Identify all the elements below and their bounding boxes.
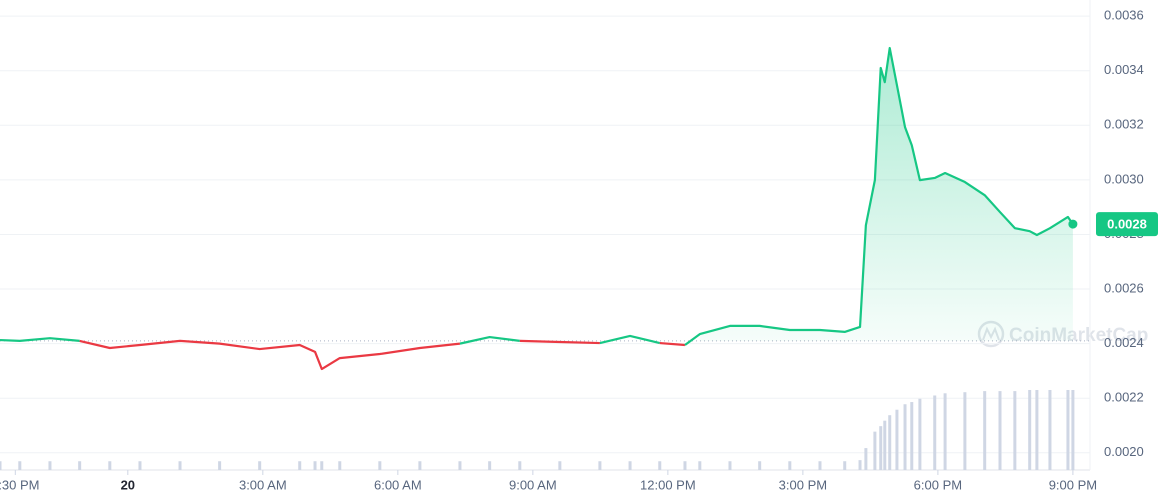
volume-bar xyxy=(963,392,967,470)
x-tick-label: 3:00 PM xyxy=(779,477,827,492)
x-tick-label: 9:30 PM xyxy=(0,477,40,492)
volume-bar xyxy=(1066,390,1070,470)
volume-bar xyxy=(858,460,862,470)
volume-bar xyxy=(108,461,112,470)
volume-bar xyxy=(628,461,632,470)
volume-bar xyxy=(864,448,868,470)
price-label: 0.0028 xyxy=(1107,217,1147,232)
volume-bar xyxy=(843,461,847,470)
volume-bar xyxy=(918,398,922,470)
y-tick-label: 0.0020 xyxy=(1104,444,1144,459)
volume-bar xyxy=(818,461,822,470)
price-line xyxy=(0,337,80,342)
volume-bar xyxy=(1035,390,1039,470)
price-line xyxy=(599,334,661,345)
price-line xyxy=(79,339,461,371)
volume-bar xyxy=(458,461,462,470)
volume-bar xyxy=(998,391,1002,470)
price-line xyxy=(659,341,686,347)
price-line xyxy=(684,46,1074,346)
volume-bar xyxy=(320,461,324,470)
volume-bar xyxy=(598,461,602,470)
price-area xyxy=(699,48,1073,341)
volume-bar xyxy=(378,461,382,470)
volume-bar xyxy=(728,461,732,470)
volume-bar xyxy=(0,461,2,470)
volume-bar xyxy=(18,461,22,470)
y-tick-label: 0.0034 xyxy=(1104,62,1144,77)
volume-bar xyxy=(658,461,662,470)
price-label-box xyxy=(1096,212,1158,237)
volume-bar xyxy=(1028,390,1032,470)
y-tick-label: 0.0032 xyxy=(1104,117,1144,132)
volume-bar xyxy=(879,426,883,470)
volume-bar xyxy=(910,402,914,470)
volume-bar xyxy=(788,461,792,470)
volume-bar xyxy=(138,461,142,470)
volume-bar xyxy=(883,420,887,470)
volume-bar xyxy=(1071,390,1075,470)
y-tick-label: 0.0022 xyxy=(1104,390,1144,405)
y-tick-label: 0.0024 xyxy=(1104,335,1144,350)
x-tick-label: 3:00 AM xyxy=(239,477,287,492)
x-tick-label: 6:00 AM xyxy=(374,477,422,492)
price-line xyxy=(519,339,600,345)
volume-bar xyxy=(1048,390,1052,470)
volume-bar xyxy=(518,461,522,470)
volume-bar xyxy=(888,415,892,470)
volume-bar xyxy=(78,461,82,470)
volume-bar xyxy=(758,461,762,470)
volume-bar xyxy=(338,461,342,470)
volume-bar xyxy=(698,461,702,470)
x-tick-label: 9:00 PM xyxy=(1049,477,1097,492)
volume-bar xyxy=(558,461,562,470)
volume-bar xyxy=(903,404,907,470)
volume-bar xyxy=(1013,391,1017,470)
volume-bar xyxy=(313,461,317,470)
volume-bar xyxy=(48,461,52,470)
y-tick-label: 0.0026 xyxy=(1104,280,1144,295)
y-tick-label: 0.0036 xyxy=(1104,8,1144,23)
volume-bar xyxy=(218,461,222,470)
volume-bar xyxy=(933,395,937,470)
volume-bar xyxy=(873,431,877,470)
volume-bar xyxy=(683,461,687,470)
volume-bar xyxy=(178,461,182,470)
volume-bar xyxy=(983,391,987,470)
price-line xyxy=(459,335,520,345)
volume-bar xyxy=(895,409,899,470)
last-point xyxy=(1068,219,1078,229)
x-tick-label: 20 xyxy=(121,477,135,492)
volume-bar xyxy=(298,461,302,470)
volume-bar xyxy=(258,461,262,470)
x-tick-label: 9:00 AM xyxy=(509,477,557,492)
volume-bar xyxy=(943,393,947,470)
volume-bar xyxy=(488,461,492,470)
y-tick-label: 0.0030 xyxy=(1104,171,1144,186)
x-tick-label: 12:00 PM xyxy=(640,477,696,492)
volume-bar xyxy=(418,461,422,470)
x-tick-label: 6:00 PM xyxy=(914,477,962,492)
